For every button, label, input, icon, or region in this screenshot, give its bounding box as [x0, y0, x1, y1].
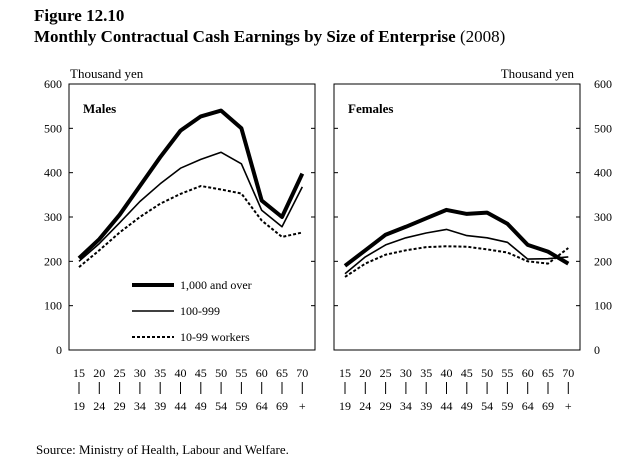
- y-tick-label: 600: [44, 77, 62, 91]
- x-tick-label-top: 15: [73, 366, 85, 380]
- x-tick-label-bottom: 39: [154, 399, 166, 413]
- x-tick-label-bottom: 19: [73, 399, 85, 413]
- figure-title: Monthly Contractual Cash Earnings by Siz…: [34, 27, 505, 47]
- figure-label: Figure 12.10: [34, 6, 125, 25]
- series-line-females-thin: [344, 228, 569, 275]
- x-tick-label-top: 45: [461, 366, 473, 380]
- panel-label-males: Males: [83, 101, 116, 116]
- x-tick-label-top: 15: [339, 366, 351, 380]
- x-tick-label-top: 25: [114, 366, 126, 380]
- y-tick-label: 200: [594, 254, 612, 268]
- x-tick-label-bottom: 69: [276, 399, 288, 413]
- legend-label: 1,000 and over: [180, 278, 252, 292]
- x-tick-label-top: 25: [380, 366, 392, 380]
- x-tick-label-bottom: 54: [481, 399, 493, 413]
- legend-label: 10-99 workers: [180, 330, 250, 344]
- figure-title-main: Monthly Contractual Cash Earnings by Siz…: [34, 27, 456, 46]
- x-tick-label-bottom: +: [299, 399, 306, 413]
- x-tick-label-top: 45: [195, 366, 207, 380]
- plot-frame-females: [333, 83, 581, 351]
- x-tick-label-bottom: 44: [441, 399, 453, 413]
- x-tick-label-bottom: +: [565, 399, 572, 413]
- y-tick-label: 500: [44, 121, 62, 135]
- x-tick-label-bottom: 59: [235, 399, 247, 413]
- x-tick-label-bottom: 54: [215, 399, 227, 413]
- x-tick-label-top: 20: [359, 366, 371, 380]
- x-tick-label-top: 35: [420, 366, 432, 380]
- y-tick-label: 300: [594, 210, 612, 224]
- y-tick-label: 400: [44, 166, 62, 180]
- x-tick-label-top: 65: [542, 366, 554, 380]
- source-note: Source: Ministry of Health, Labour and W…: [36, 442, 289, 457]
- x-tick-label-top: 30: [134, 366, 146, 380]
- x-tick-label-top: 70: [296, 366, 308, 380]
- x-tick-label-bottom: 19: [339, 399, 351, 413]
- x-tick-label-bottom: 59: [501, 399, 513, 413]
- series-line-females-thick: [343, 207, 570, 268]
- x-tick-label-bottom: 24: [93, 399, 105, 413]
- y-tick-label: 600: [594, 77, 612, 91]
- y-tick-label: 300: [44, 210, 62, 224]
- x-tick-label-top: 30: [400, 366, 412, 380]
- series-line-females-dashed: [344, 245, 569, 278]
- x-tick-label-bottom: 29: [114, 399, 126, 413]
- x-tick-label-top: 60: [522, 366, 534, 380]
- y-tick-label: 200: [44, 254, 62, 268]
- x-tick-label-top: 40: [175, 366, 187, 380]
- x-tick-label-bottom: 24: [359, 399, 371, 413]
- x-tick-label-bottom: 34: [134, 399, 146, 413]
- x-tick-label-bottom: 64: [522, 399, 534, 413]
- x-tick-label-top: 55: [235, 366, 247, 380]
- x-tick-label-bottom: 29: [380, 399, 392, 413]
- y-tick-label: 400: [594, 166, 612, 180]
- y-axis-label: Thousand yen: [501, 66, 575, 81]
- panel-label-females: Females: [348, 101, 393, 116]
- y-axis-label: Thousand yen: [70, 66, 144, 81]
- x-tick-label-bottom: 34: [400, 399, 412, 413]
- x-tick-label-bottom: 64: [256, 399, 268, 413]
- x-tick-label-top: 60: [256, 366, 268, 380]
- y-tick-label: 100: [44, 299, 62, 313]
- x-tick-label-top: 40: [441, 366, 453, 380]
- y-tick-label: 0: [56, 343, 62, 357]
- x-tick-label-bottom: 49: [195, 399, 207, 413]
- x-tick-label-bottom: 39: [420, 399, 432, 413]
- x-tick-label-top: 65: [276, 366, 288, 380]
- x-tick-label-bottom: 49: [461, 399, 473, 413]
- x-tick-label-top: 50: [481, 366, 493, 380]
- series-line-males-thick: [77, 108, 305, 260]
- figure-title-year: (2008): [459, 27, 506, 46]
- x-tick-label-top: 70: [562, 366, 574, 380]
- x-tick-label-top: 50: [215, 366, 227, 380]
- x-tick-label-top: 35: [154, 366, 166, 380]
- y-tick-label: 500: [594, 121, 612, 135]
- y-tick-label: 100: [594, 299, 612, 313]
- x-tick-label-top: 55: [501, 366, 513, 380]
- x-tick-label-top: 20: [93, 366, 105, 380]
- legend-label: 100-999: [180, 304, 220, 318]
- y-tick-label: 0: [594, 343, 600, 357]
- series-line-males-dashed: [78, 185, 303, 268]
- x-tick-label-bottom: 44: [175, 399, 187, 413]
- x-tick-label-bottom: 69: [542, 399, 554, 413]
- series-line-males-thin: [78, 151, 304, 262]
